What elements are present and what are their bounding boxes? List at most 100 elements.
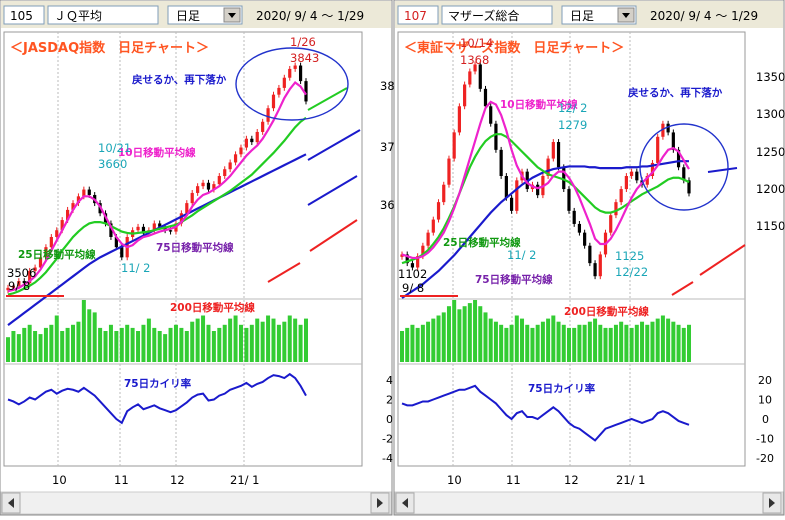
- trend-line-0: [707, 167, 738, 173]
- volume-bar: [60, 331, 65, 362]
- candle-body: [196, 186, 200, 193]
- candle-body: [504, 176, 508, 198]
- volume-bar: [619, 321, 624, 362]
- scrollbar-track[interactable]: [0, 491, 392, 515]
- date-range: 2020/ 9/ 4 ～ 1/29: [650, 9, 758, 23]
- volume-bar: [462, 306, 467, 362]
- kairi-tick-label: 2: [386, 394, 393, 407]
- label-kairi: 75日カイリ率: [528, 382, 596, 395]
- x-tick-label: 21/ 1: [616, 473, 645, 487]
- code-field[interactable]: [397, 5, 439, 25]
- candle-body: [179, 213, 183, 224]
- volume-bar: [441, 312, 446, 362]
- candle-body: [400, 254, 404, 257]
- candle-body: [206, 182, 211, 190]
- candle-body: [682, 167, 686, 181]
- header-bar: 105 ＪＱ平均 日足 2020/ 9/ 4 ～ 1/29: [1, 1, 391, 28]
- chart-title: ＜東証マザーズ指数 日足チャート＞: [404, 40, 624, 56]
- date-range: 2020/ 9/ 4 ～ 1/29: [256, 9, 364, 23]
- candle-body: [614, 202, 618, 216]
- candle-body: [239, 147, 243, 155]
- horizontal-scrollbar[interactable]: [394, 491, 784, 515]
- candle-body: [38, 257, 43, 268]
- volume-bar: [255, 318, 260, 362]
- volume-bar: [6, 337, 10, 362]
- label-ma75: 75日移動平均線: [475, 273, 553, 286]
- volume-bar: [499, 324, 504, 362]
- price-chart: ＜東証マザーズ指数 日足チャート＞ 戻せるか、再下落か 10日移動平均線 25日移動平…: [397, 31, 785, 467]
- volume-bar: [509, 324, 514, 362]
- trend-line-1: [671, 281, 694, 296]
- candles: [400, 61, 691, 280]
- volume-bar: [452, 300, 457, 362]
- volume-bar: [400, 331, 404, 362]
- volume-bar: [520, 318, 525, 362]
- trend-line-0: [307, 87, 348, 111]
- candle-body: [60, 220, 64, 231]
- volume-bar: [405, 327, 410, 362]
- candle-body: [266, 108, 270, 122]
- volume-bar: [260, 321, 265, 362]
- x-tick-label: 21/ 1: [230, 473, 259, 487]
- code-field[interactable]: [3, 5, 45, 25]
- volume-bar: [561, 324, 566, 362]
- candle-body: [483, 88, 488, 107]
- ma10-line: [7, 80, 307, 293]
- candle-body: [656, 136, 660, 163]
- label-ma75: 75日移動平均線: [156, 241, 234, 254]
- volume-bar: [276, 324, 281, 362]
- plot-border: [397, 31, 746, 467]
- price-label: 9/ 8: [402, 281, 424, 295]
- candle-body: [158, 223, 162, 227]
- candle-body: [250, 138, 254, 143]
- candle-body: [233, 154, 238, 163]
- volume-bar: [488, 318, 493, 362]
- volume-bar: [22, 327, 27, 362]
- candle-body: [28, 270, 32, 284]
- candle-body: [304, 81, 308, 102]
- code-value: 105: [10, 9, 33, 23]
- price-label: 11/ 2: [121, 261, 150, 275]
- volume-bar: [54, 315, 59, 362]
- price-label: 3506: [7, 266, 36, 280]
- candle-body: [457, 106, 461, 133]
- candle-body: [562, 167, 566, 190]
- panel-jasdaq: 105 ＪＱ平均 日足 2020/ 9/ 4 ～ 1/29 ＜JASDAQ指数 日足チャ…: [0, 0, 409, 516]
- volume-bar: [92, 312, 97, 362]
- y-tick-label: 1250: [756, 145, 785, 159]
- price-label: 3843: [290, 51, 319, 65]
- x-tick-label: 11: [114, 473, 129, 487]
- kairi-line: [7, 372, 307, 425]
- price-label: 1125: [615, 249, 644, 263]
- volume-bar: [504, 327, 509, 362]
- candle-body: [572, 210, 576, 224]
- chevron-down-icon: [622, 13, 630, 18]
- volume-bar: [222, 324, 227, 362]
- name-field[interactable]: [47, 5, 159, 25]
- candle-body: [509, 197, 514, 211]
- candle-body: [468, 71, 472, 85]
- candle-body: [473, 64, 477, 72]
- volume-bar: [130, 327, 135, 362]
- volume-bar: [244, 327, 249, 362]
- volume-bar: [81, 300, 86, 362]
- horizontal-scrollbar[interactable]: [0, 491, 392, 515]
- candle-body: [255, 131, 259, 143]
- kairi-tick-label: 0: [386, 413, 393, 426]
- kairi-tick-label: 4: [386, 374, 393, 387]
- volume-bar: [530, 327, 535, 362]
- candle-body: [261, 121, 265, 132]
- volume-bar: [87, 309, 92, 362]
- price-label: 1279: [558, 118, 587, 132]
- candle-body: [298, 65, 303, 82]
- highlight-ellipse: [235, 47, 349, 121]
- name-field[interactable]: [441, 5, 553, 25]
- volume-bar: [582, 324, 587, 362]
- candle-body: [44, 247, 48, 258]
- scrollbar-track[interactable]: [394, 491, 784, 515]
- candle-body: [201, 182, 205, 187]
- volume-bar: [119, 327, 124, 362]
- candles: [6, 62, 308, 294]
- volume-bar: [540, 321, 545, 362]
- volume-bar: [228, 318, 233, 362]
